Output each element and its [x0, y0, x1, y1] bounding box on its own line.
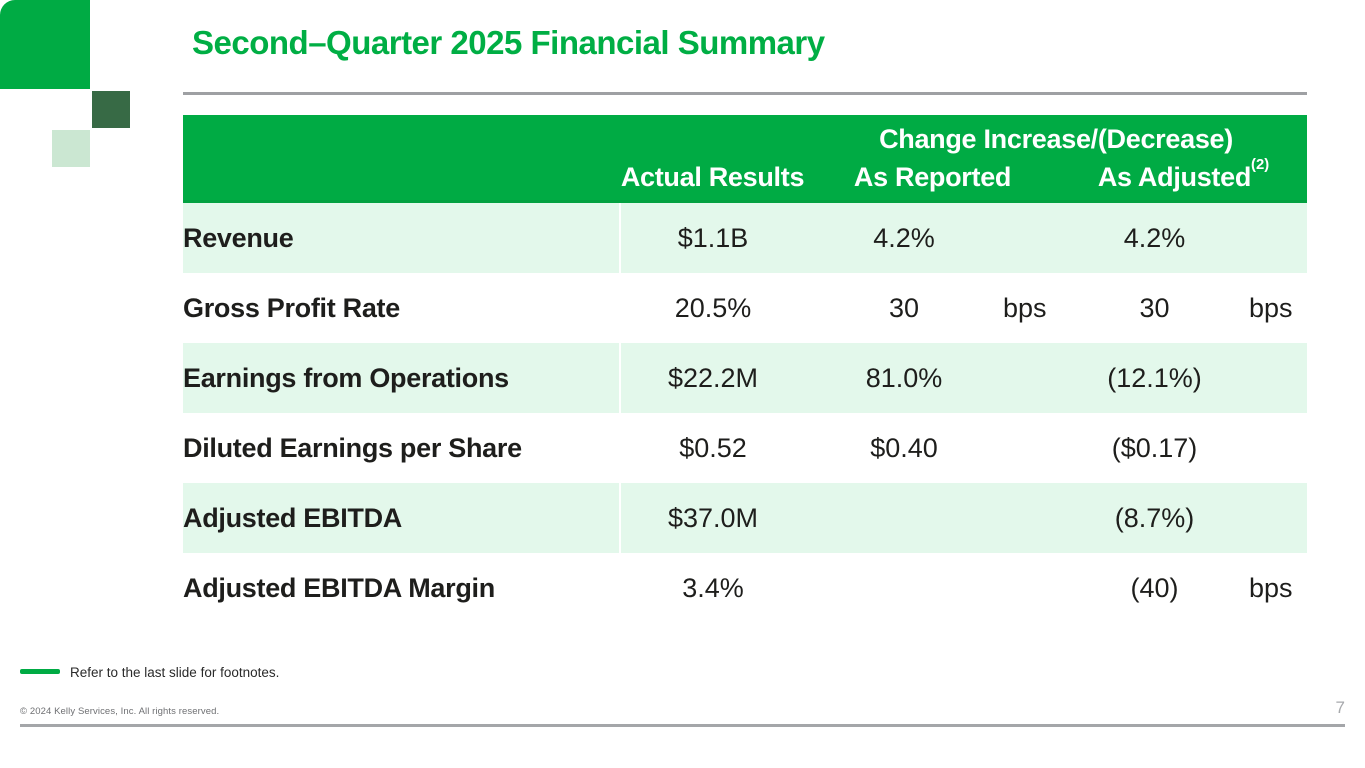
as-reported-value: 81.0% — [865, 362, 943, 393]
footnote-ref-2: (2) — [1251, 157, 1270, 174]
row-label: Earnings from Operations — [183, 343, 621, 413]
actual-value: $37.0M — [667, 502, 759, 533]
row-label: Diluted Earnings per Share — [183, 413, 621, 483]
as-reported-value: 30 — [888, 292, 920, 323]
row-label: Revenue — [183, 201, 621, 273]
as-reported-unit: bps — [1003, 292, 1047, 323]
as-reported-value — [805, 483, 1003, 553]
actual-value: $1.1B — [677, 222, 749, 253]
financial-summary-table: Change Increase/(Decrease) Actual Result… — [183, 115, 1308, 623]
as-adjusted-unit — [1249, 202, 1307, 274]
as-adjusted-value: 4.2% — [1123, 222, 1186, 253]
table-row-earnings-from-operations: Earnings from Operations $22.2M 81.0% (1… — [183, 343, 1308, 413]
header-spacer — [183, 115, 805, 155]
actual-value: 3.4% — [682, 572, 744, 603]
as-adjusted-unit: bps — [1249, 572, 1293, 603]
copyright-text: © 2024 Kelly Services, Inc. All rights r… — [20, 706, 220, 717]
as-reported-value: $0.40 — [870, 432, 938, 463]
as-adjusted-value: (12.1%) — [1107, 362, 1202, 393]
row-label: Gross Profit Rate — [183, 273, 621, 343]
as-reported-unit — [1003, 343, 1060, 413]
as-reported-unit — [1003, 413, 1060, 483]
table-row-diluted-eps: Diluted Earnings per Share $0.52 $0.40 (… — [183, 413, 1307, 483]
title-divider — [183, 92, 1307, 95]
as-adjusted-value: (40) — [1130, 572, 1179, 603]
as-adjusted-unit — [1249, 413, 1307, 483]
header-spacer — [183, 155, 620, 203]
as-adjusted-unit: bps — [1249, 292, 1293, 323]
as-reported-unit — [1003, 553, 1060, 623]
header-actual-results: Actual Results — [620, 155, 805, 203]
table-row-revenue: Revenue $1.1B 4.2% 4.2% — [183, 201, 1308, 274]
as-adjusted-unit — [1249, 343, 1307, 413]
footnote-marker-line — [20, 669, 60, 674]
footer-divider — [20, 724, 1345, 727]
table-header-group-row: Change Increase/(Decrease) — [183, 115, 1308, 155]
as-adjusted-value: ($0.17) — [1111, 432, 1198, 463]
kelly-logo-square-light — [52, 130, 90, 167]
page-number: 7 — [1335, 698, 1345, 717]
table-header-row: Actual Results As Reported As Adjusted(2… — [183, 155, 1308, 203]
header-as-adjusted: As Adjusted(2) — [1060, 155, 1308, 203]
slide-title: Second–Quarter 2025 Financial Summary — [192, 24, 825, 61]
kelly-logo-square-dark — [92, 91, 130, 128]
actual-value: $0.52 — [679, 432, 747, 463]
footnote-text: Refer to the last slide for footnotes. — [70, 665, 280, 680]
actual-value: $22.2M — [667, 362, 759, 393]
table-row-adjusted-ebitda: Adjusted EBITDA $37.0M (8.7%) — [183, 483, 1308, 553]
row-label: Adjusted EBITDA Margin — [183, 553, 621, 623]
as-adjusted-value: (8.7%) — [1114, 502, 1195, 533]
as-adjusted-unit — [1249, 483, 1307, 553]
as-reported-value — [805, 553, 1003, 623]
kelly-logo-square-large — [0, 0, 90, 89]
header-as-reported: As Reported — [805, 155, 1060, 203]
as-reported-unit — [1003, 202, 1060, 274]
header-as-adjusted-label: As Adjusted — [1097, 162, 1252, 192]
as-adjusted-value: 30 — [1139, 292, 1170, 323]
as-reported-value: 4.2% — [873, 222, 935, 253]
actual-value: 20.5% — [674, 292, 752, 323]
header-change-group: Change Increase/(Decrease) — [805, 115, 1308, 155]
table-row-gross-profit-rate: Gross Profit Rate 20.5% 30 bps 30 bps — [183, 273, 1307, 343]
table-row-adjusted-ebitda-margin: Adjusted EBITDA Margin 3.4% (40) bps — [183, 553, 1307, 623]
row-label: Adjusted EBITDA — [183, 483, 621, 553]
as-reported-unit — [1003, 483, 1060, 553]
